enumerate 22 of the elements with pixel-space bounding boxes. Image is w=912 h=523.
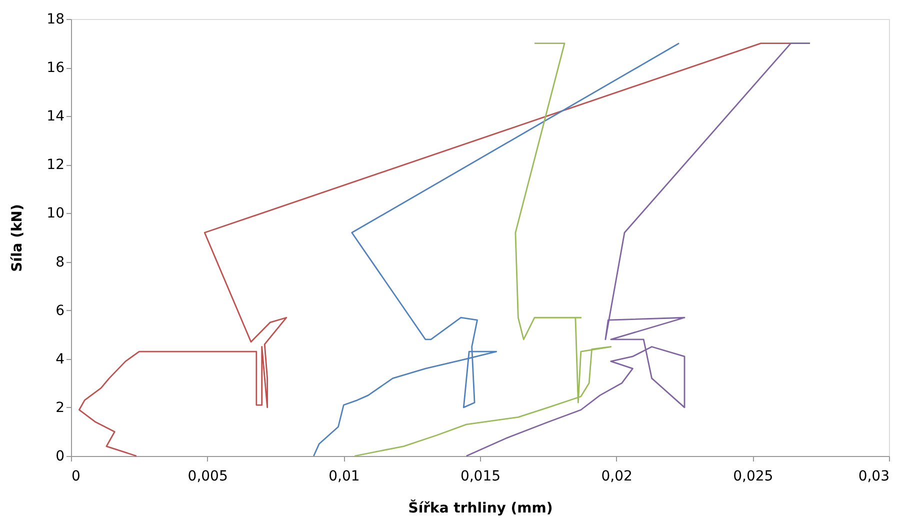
y-tick-label: 2: [56, 400, 64, 416]
line-series: [466, 42, 811, 457]
y-axis-title: Síla (kN): [10, 204, 26, 272]
y-tick-label: 12: [46, 157, 64, 174]
y-tick-label: 14: [46, 108, 65, 125]
y-tick-label: 8: [56, 254, 64, 270]
y-tick-label: 0: [56, 448, 64, 464]
y-tick-label: 10: [46, 206, 64, 222]
x-tick-label: 0,005: [188, 468, 228, 484]
y-tick-label: 18: [46, 12, 64, 28]
y-tick-label: 4: [56, 351, 65, 368]
x-tick-label: 0,025: [733, 468, 774, 484]
x-tick-label: 0,01: [328, 468, 360, 484]
line-series: [312, 42, 680, 457]
x-tick-label: 0: [72, 468, 80, 484]
y-tick-label: 6: [56, 302, 65, 319]
x-axis-title: Šířka trhliny (mm): [408, 500, 553, 516]
y-tick-label: 16: [46, 60, 65, 76]
x-tick-label: 0,03: [858, 468, 890, 484]
x-tick-label: 0,015: [460, 468, 501, 484]
line-series: [354, 42, 612, 457]
x-tick-label: 0,02: [601, 468, 632, 484]
